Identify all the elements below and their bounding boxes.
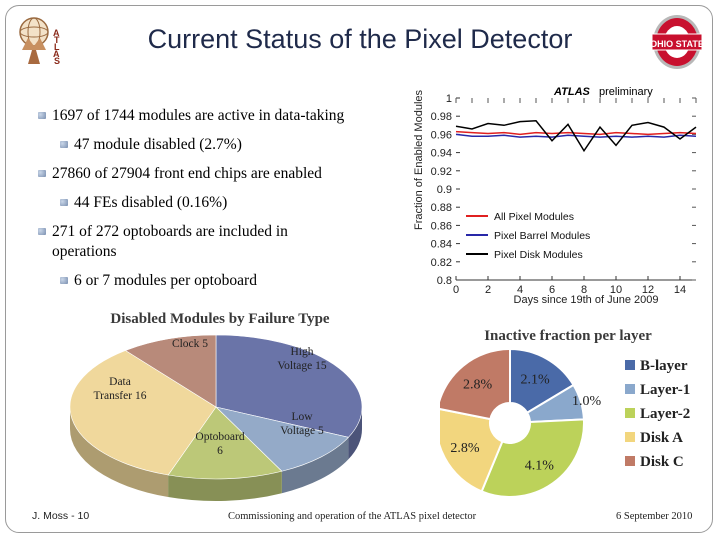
y-tick-label: 0.98: [431, 111, 452, 123]
pie1-slice-label: Clock 5: [172, 338, 208, 350]
y-tick-label: 1: [446, 93, 452, 105]
pie1-slice-optoboard: [167, 406, 283, 480]
inactive-layer-donut-chart: Inactive fraction per layer 2.1% 1.0% 4.1%…: [440, 328, 690, 498]
pie1-slice-label: Low Voltage 5: [280, 411, 324, 437]
sub-bullet-item: 44 FEs disabled (0.16%): [38, 193, 408, 213]
pie1-slice-data-transfer: [70, 350, 217, 476]
osu-logo: OHIO STATE: [650, 15, 704, 69]
pie2-slice-label: 1.0%: [572, 394, 602, 409]
x-tick-label: 8: [581, 284, 587, 296]
pie1-slice-high-voltage: [215, 334, 363, 438]
pie2-legend-label: B-layer: [640, 358, 688, 374]
pie1-title: Disabled Modules by Failure Type: [110, 311, 330, 327]
x-tick-label: 6: [549, 284, 555, 296]
x-tick-label: 14: [674, 284, 686, 296]
y-tick-label: 0.94: [431, 148, 452, 160]
pie2-legend-label: Disk A: [640, 430, 683, 446]
pie1-slice-clock: [124, 334, 217, 408]
series-line-all-pixel-modules: [455, 130, 697, 136]
y-tick-label: 0.84: [431, 239, 452, 251]
series-line-pixel-disk-modules: [455, 119, 697, 153]
y-tick-label: 0.92: [431, 166, 452, 178]
pie2-slice-label: 2.8%: [450, 441, 480, 456]
bullet-list: 1697 of 1744 modules are active in data-…: [38, 106, 408, 300]
pie2-legend-swatch: [625, 456, 635, 466]
bullet-item: 271 of 272 optoboards are included in op…: [38, 222, 352, 262]
pie2-slice-disk-a: [440, 408, 504, 493]
line-chart: Fraction of Enabled Modules ATLAS prelim…: [413, 86, 697, 306]
x-tick-label: 12: [642, 284, 654, 296]
pie2-slice-label: 2.8%: [463, 378, 493, 393]
slide-frame: [5, 5, 713, 533]
pie1-slice-label: Optoboard 6: [195, 431, 244, 457]
pie2-legend-label: Layer-1: [640, 382, 690, 398]
pie2-slice-label: 2.1%: [521, 373, 551, 388]
bullet-item: 27860 of 27904 front end chips are enabl…: [38, 164, 408, 184]
x-tick-label: 4: [517, 284, 523, 296]
pie2-legend-label: Layer-2: [640, 406, 690, 422]
pie2-legend-swatch: [625, 360, 635, 370]
pie2-slice-b-layer: [509, 347, 575, 415]
pie2-legend-swatch: [625, 384, 635, 394]
y-tick-label: 0.96: [431, 129, 452, 141]
footer-date: 6 September 2010: [616, 511, 693, 522]
legend-label: Pixel Barrel Modules: [494, 230, 590, 242]
legend-label: Pixel Disk Modules: [494, 249, 583, 261]
pie1-slice-side: [70, 407, 169, 498]
x-tick-label: 10: [610, 284, 622, 296]
pie1-slice-side: [348, 407, 362, 460]
pie1-slice-low-voltage: [215, 406, 350, 472]
x-tick-label: 0: [453, 284, 459, 296]
pie2-slice-layer-2: [480, 418, 585, 498]
pie1-slice-label: Data Transfer 16: [94, 376, 147, 402]
pie2-legend-swatch: [625, 408, 635, 418]
bullet-item: 1697 of 1744 modules are active in data-…: [38, 106, 408, 126]
pie2-slice-disk-c: [440, 347, 511, 421]
y-tick-label: 0.9: [437, 184, 452, 196]
x-tick-label: 2: [485, 284, 491, 296]
line-chart-ylabel: Fraction of Enabled Modules: [413, 89, 425, 230]
legend-label: All Pixel Modules: [494, 211, 574, 223]
pie2-title: Inactive fraction per layer: [484, 328, 652, 344]
footer-center: Commissioning and operation of the ATLAS…: [228, 511, 477, 522]
line-chart-title-atlas: ATLAS: [553, 86, 591, 98]
sub-bullet-item: 47 module disabled (2.7%): [38, 135, 408, 155]
y-tick-label: 0.88: [431, 202, 452, 214]
pie2-legend-label: Disk C: [640, 454, 684, 470]
pie1-slice-label: High Voltage 15: [277, 346, 327, 372]
y-tick-label: 0.86: [431, 220, 452, 232]
y-tick-label: 0.82: [431, 257, 452, 269]
series-line-pixel-barrel-modules: [455, 133, 697, 138]
osu-logo-text: OHIO STATE: [650, 39, 704, 49]
atlas-globe-icon: [19, 17, 49, 64]
line-chart-xlabel: Days since 19th of June 2009: [514, 294, 659, 306]
slide-title: Current Status of the Pixel Detector: [147, 24, 573, 54]
footer-author: J. Moss - 10: [32, 510, 90, 522]
pie2-legend-swatch: [625, 432, 635, 442]
y-tick-label: 0.8: [437, 275, 452, 287]
sub-bullet-item: 6 or 7 modules per optoboard: [38, 271, 408, 291]
pie2-slice-label: 4.1%: [525, 459, 555, 474]
failure-type-pie-chart: Disabled Modules by Failure Type High Vol…: [70, 311, 363, 501]
line-chart-title-prelim: preliminary: [599, 86, 653, 98]
